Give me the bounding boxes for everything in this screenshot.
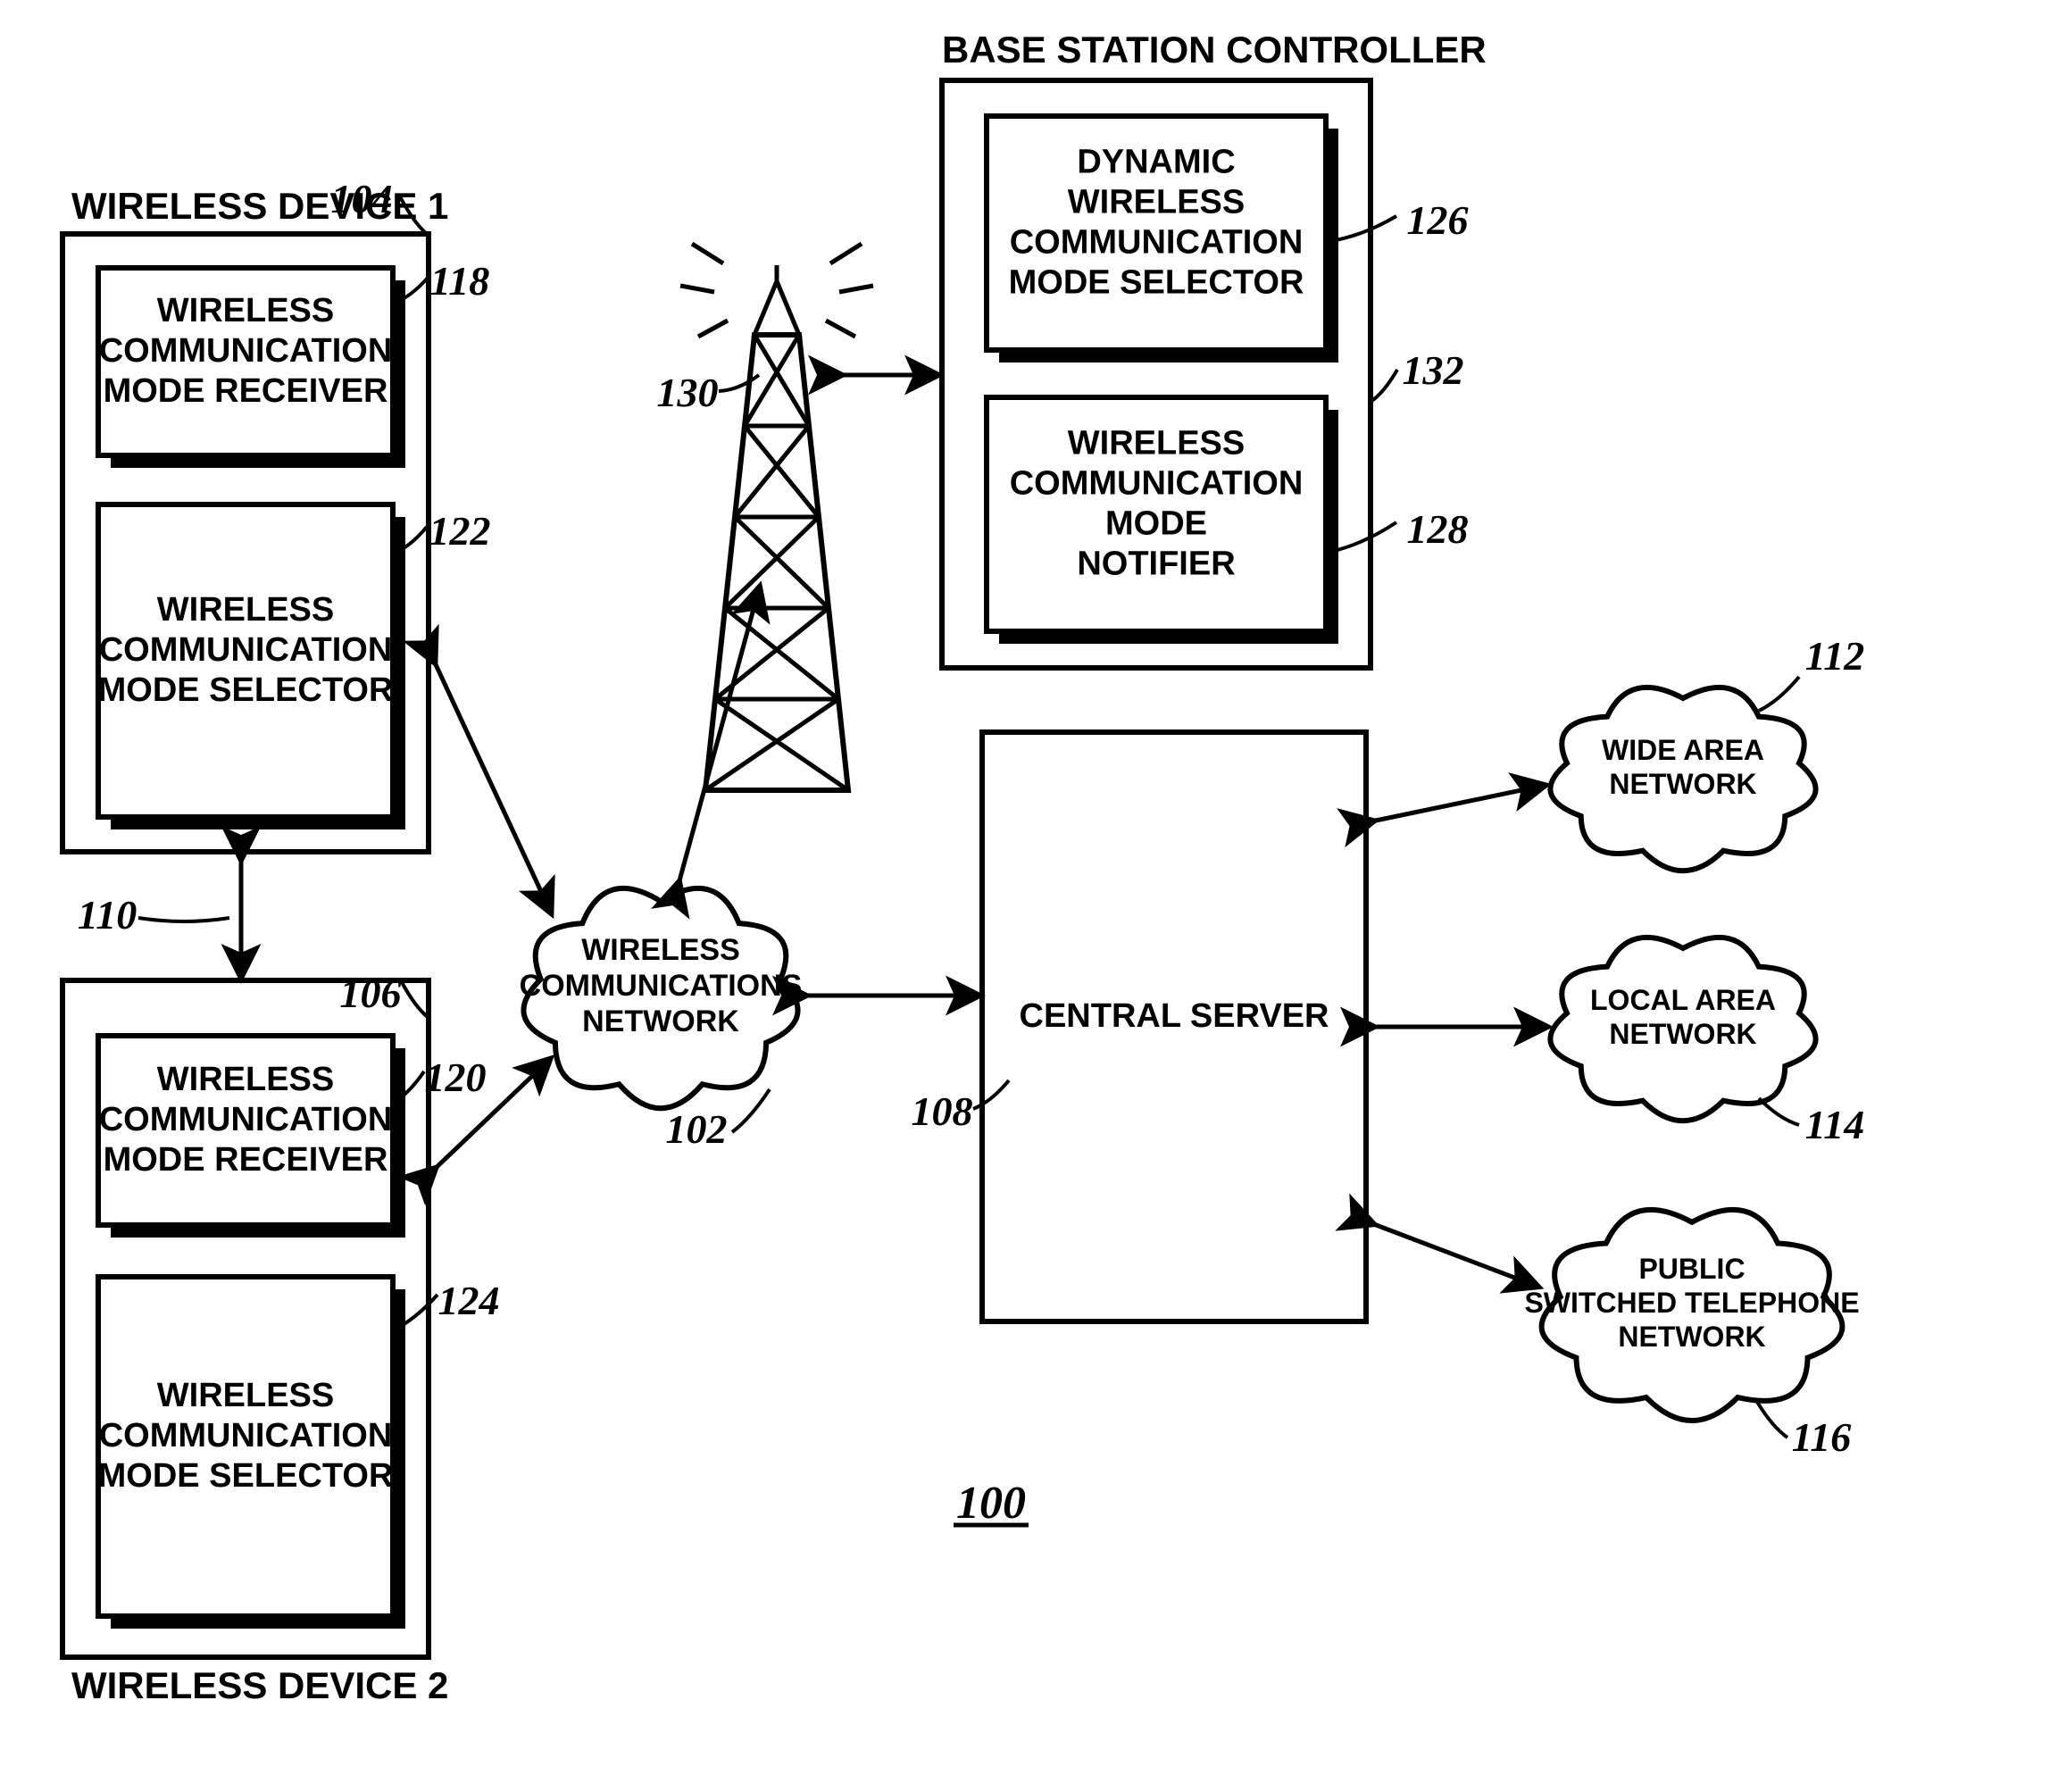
leader xyxy=(732,1089,770,1132)
ref-120: 120 xyxy=(425,1054,487,1100)
net-line: WIRELESS xyxy=(581,933,740,967)
bsc-title: BASE STATION CONTROLLER xyxy=(942,29,1487,71)
d1b-line: MODE SELECTOR xyxy=(98,671,394,709)
pstn-line: SWITCHED TELEPHONE xyxy=(1524,1287,1859,1319)
wan-line: NETWORK xyxy=(1609,768,1756,800)
leader xyxy=(719,375,759,391)
d1a-line: MODE RECEIVER xyxy=(104,372,388,410)
ref-102: 102 xyxy=(666,1106,728,1152)
bscb-line: WIRELESS xyxy=(1068,425,1245,463)
pstn-line: PUBLIC xyxy=(1638,1253,1745,1285)
ref-128: 128 xyxy=(1407,506,1469,552)
bsca-line: DYNAMIC xyxy=(1077,144,1235,181)
arrow xyxy=(679,589,759,884)
bsca-line: MODE SELECTOR xyxy=(1009,263,1304,301)
arrow xyxy=(1371,1223,1536,1286)
patent-diagram: WIRELESS DEVICE 1104WIRELESSCOMMUNICATIO… xyxy=(0,0,2058,1792)
ref-110: 110 xyxy=(78,892,137,938)
d2b-line: COMMUNICATION xyxy=(99,1417,393,1454)
d2a-line: WIRELESS xyxy=(157,1061,334,1098)
d2a-line: COMMUNICATION xyxy=(99,1101,393,1138)
bscb-line: NOTIFIER xyxy=(1077,545,1235,582)
device2-title: WIRELESS DEVICE 2 xyxy=(71,1664,448,1706)
ref-122: 122 xyxy=(429,508,491,554)
ref-132: 132 xyxy=(1403,347,1464,393)
tower-icon xyxy=(680,244,873,790)
figure-ref: 100 xyxy=(956,1478,1026,1529)
leader xyxy=(1757,1402,1787,1438)
ref-106: 106 xyxy=(340,971,402,1016)
d2b-line: MODE SELECTOR xyxy=(98,1457,394,1495)
d2b-line: WIRELESS xyxy=(157,1377,334,1414)
leader xyxy=(138,918,229,921)
ref-114: 114 xyxy=(1805,1102,1864,1147)
arrow xyxy=(434,661,550,911)
ref-130: 130 xyxy=(657,370,719,415)
ref-116: 116 xyxy=(1792,1414,1851,1460)
leader xyxy=(1371,370,1397,402)
ref-104: 104 xyxy=(331,176,393,221)
net-line: NETWORK xyxy=(582,1004,739,1038)
ref-124: 124 xyxy=(438,1278,500,1323)
net-line: COMMUNICATIONS xyxy=(520,969,803,1003)
bscb-line: MODE xyxy=(1105,504,1207,542)
d1b-line: COMMUNICATION xyxy=(99,631,393,669)
leader xyxy=(1759,677,1799,711)
d1a-line: COMMUNICATION xyxy=(99,332,393,370)
bsca-line: WIRELESS xyxy=(1068,184,1245,221)
arrow xyxy=(1371,786,1543,821)
ref-118: 118 xyxy=(430,258,489,304)
wan-line: WIDE AREA xyxy=(1602,734,1764,766)
bsca-line: COMMUNICATION xyxy=(1010,223,1304,261)
pstn-line: NETWORK xyxy=(1618,1321,1765,1353)
ref-112: 112 xyxy=(1805,633,1864,679)
srv-line: CENTRAL SERVER xyxy=(1020,997,1329,1035)
d1a-line: WIRELESS xyxy=(157,292,334,329)
lan-line: NETWORK xyxy=(1609,1018,1756,1050)
leader xyxy=(1759,1098,1799,1125)
lan-line: LOCAL AREA xyxy=(1590,984,1776,1016)
ref-126: 126 xyxy=(1407,197,1469,243)
ref-108: 108 xyxy=(912,1088,973,1134)
bscb-line: COMMUNICATION xyxy=(1010,465,1304,503)
d2a-line: MODE RECEIVER xyxy=(104,1141,388,1179)
d1b-line: WIRELESS xyxy=(157,591,334,629)
